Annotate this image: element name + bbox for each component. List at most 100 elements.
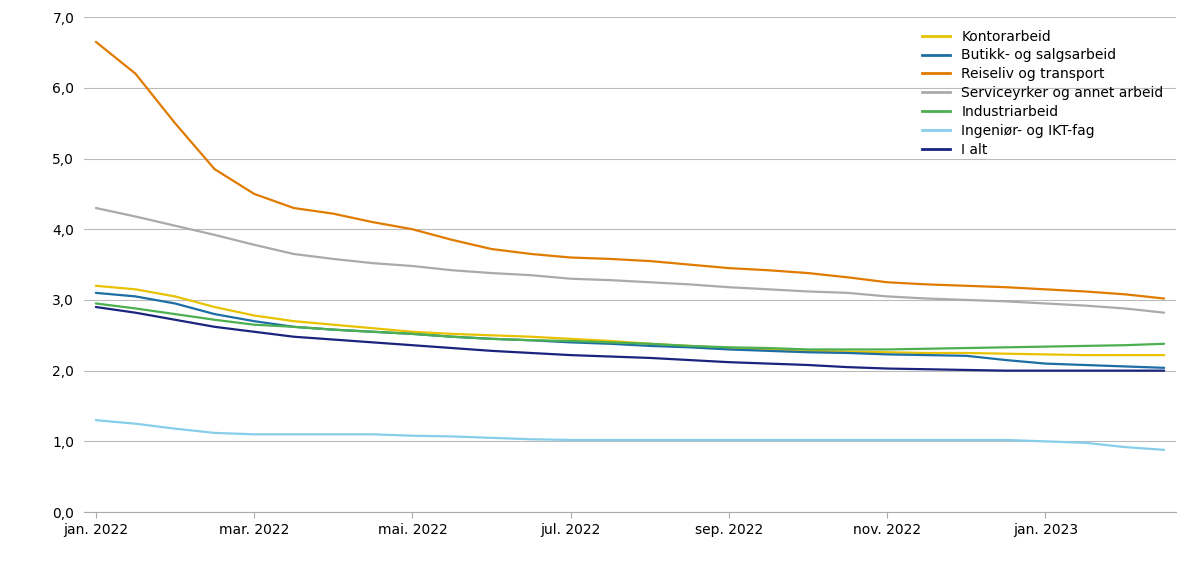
Butikk- og salgsarbeid — [445, 333, 460, 340]
Serviceyrker og annet arbeid — [485, 270, 499, 277]
I alt — [485, 348, 499, 354]
Industriarbeid — [247, 321, 262, 328]
Butikk- og salgsarbeid — [208, 311, 222, 318]
Industriarbeid — [89, 300, 103, 307]
Ingeniør- og IKT-fag — [1157, 447, 1171, 453]
Ingeniør- og IKT-fag — [959, 436, 973, 443]
Serviceyrker og annet arbeid — [880, 293, 894, 300]
Kontorarbeid — [247, 312, 262, 319]
Reiseliv og transport — [208, 166, 222, 172]
I alt — [880, 365, 894, 372]
Industriarbeid — [998, 344, 1013, 351]
Serviceyrker og annet arbeid — [287, 250, 301, 257]
Ingeniør- og IKT-fag — [1117, 444, 1132, 451]
I alt — [919, 366, 934, 373]
Industriarbeid — [761, 345, 775, 352]
Reiseliv og transport — [959, 282, 973, 289]
Ingeniør- og IKT-fag — [1038, 438, 1052, 445]
Ingeniør- og IKT-fag — [485, 435, 499, 442]
Kontorarbeid — [445, 331, 460, 337]
Kontorarbeid — [208, 304, 222, 311]
Serviceyrker og annet arbeid — [406, 262, 420, 269]
Reiseliv og transport — [642, 258, 656, 265]
Serviceyrker og annet arbeid — [998, 298, 1013, 305]
Reiseliv og transport — [326, 211, 341, 217]
Ingeniør- og IKT-fag — [208, 430, 222, 436]
Reiseliv og transport — [445, 237, 460, 244]
Ingeniør- og IKT-fag — [1078, 439, 1092, 446]
Line: I alt: I alt — [96, 307, 1164, 370]
Kontorarbeid — [406, 328, 420, 335]
Ingeniør- og IKT-fag — [642, 436, 656, 443]
Serviceyrker og annet arbeid — [168, 222, 182, 229]
Line: Butikk- og salgsarbeid: Butikk- og salgsarbeid — [96, 293, 1164, 368]
Industriarbeid — [642, 340, 656, 347]
Industriarbeid — [919, 345, 934, 352]
Serviceyrker og annet arbeid — [89, 205, 103, 212]
Butikk- og salgsarbeid — [761, 348, 775, 354]
Ingeniør- og IKT-fag — [682, 436, 696, 443]
Serviceyrker og annet arbeid — [524, 272, 539, 279]
Butikk- og salgsarbeid — [89, 290, 103, 296]
Industriarbeid — [1078, 343, 1092, 349]
I alt — [800, 361, 815, 368]
I alt — [840, 364, 854, 370]
I alt — [168, 316, 182, 323]
Butikk- og salgsarbeid — [998, 357, 1013, 364]
Reiseliv og transport — [247, 191, 262, 197]
Serviceyrker og annet arbeid — [604, 277, 618, 283]
Butikk- og salgsarbeid — [1078, 361, 1092, 368]
Reiseliv og transport — [366, 218, 380, 225]
Kontorarbeid — [880, 349, 894, 356]
Ingeniør- og IKT-fag — [604, 436, 618, 443]
Kontorarbeid — [128, 286, 143, 293]
Serviceyrker og annet arbeid — [761, 286, 775, 293]
Kontorarbeid — [998, 351, 1013, 357]
Ingeniør- og IKT-fag — [800, 436, 815, 443]
I alt — [247, 328, 262, 335]
Ingeniør- og IKT-fag — [168, 425, 182, 432]
Industriarbeid — [1117, 342, 1132, 349]
Butikk- og salgsarbeid — [604, 340, 618, 347]
Kontorarbeid — [1078, 352, 1092, 358]
Butikk- og salgsarbeid — [326, 326, 341, 333]
I alt — [642, 354, 656, 361]
Serviceyrker og annet arbeid — [682, 281, 696, 288]
Line: Ingeniør- og IKT-fag: Ingeniør- og IKT-fag — [96, 420, 1164, 450]
Industriarbeid — [1038, 343, 1052, 350]
Reiseliv og transport — [1038, 286, 1052, 293]
Serviceyrker og annet arbeid — [128, 213, 143, 220]
Kontorarbeid — [524, 333, 539, 340]
Reiseliv og transport — [1078, 288, 1092, 295]
Kontorarbeid — [682, 343, 696, 349]
Butikk- og salgsarbeid — [564, 339, 578, 346]
I alt — [721, 359, 736, 366]
Industriarbeid — [326, 326, 341, 333]
Kontorarbeid — [89, 282, 103, 289]
I alt — [89, 304, 103, 311]
Kontorarbeid — [604, 337, 618, 344]
Line: Serviceyrker og annet arbeid: Serviceyrker og annet arbeid — [96, 208, 1164, 313]
Ingeniør- og IKT-fag — [366, 431, 380, 438]
Butikk- og salgsarbeid — [524, 337, 539, 344]
Serviceyrker og annet arbeid — [208, 232, 222, 238]
I alt — [1157, 367, 1171, 374]
Ingeniør- og IKT-fag — [564, 436, 578, 443]
Butikk- og salgsarbeid — [840, 349, 854, 356]
Reiseliv og transport — [1157, 295, 1171, 302]
Line: Kontorarbeid: Kontorarbeid — [96, 286, 1164, 355]
I alt — [682, 357, 696, 364]
Butikk- og salgsarbeid — [959, 352, 973, 359]
Ingeniør- og IKT-fag — [721, 436, 736, 443]
Kontorarbeid — [287, 318, 301, 324]
Line: Industriarbeid: Industriarbeid — [96, 303, 1164, 349]
Industriarbeid — [406, 331, 420, 337]
Ingeniør- og IKT-fag — [406, 432, 420, 439]
Reiseliv og transport — [880, 279, 894, 286]
I alt — [604, 353, 618, 360]
I alt — [366, 339, 380, 346]
Reiseliv og transport — [721, 265, 736, 271]
Butikk- og salgsarbeid — [168, 300, 182, 307]
Kontorarbeid — [840, 348, 854, 355]
Ingeniør- og IKT-fag — [287, 431, 301, 438]
